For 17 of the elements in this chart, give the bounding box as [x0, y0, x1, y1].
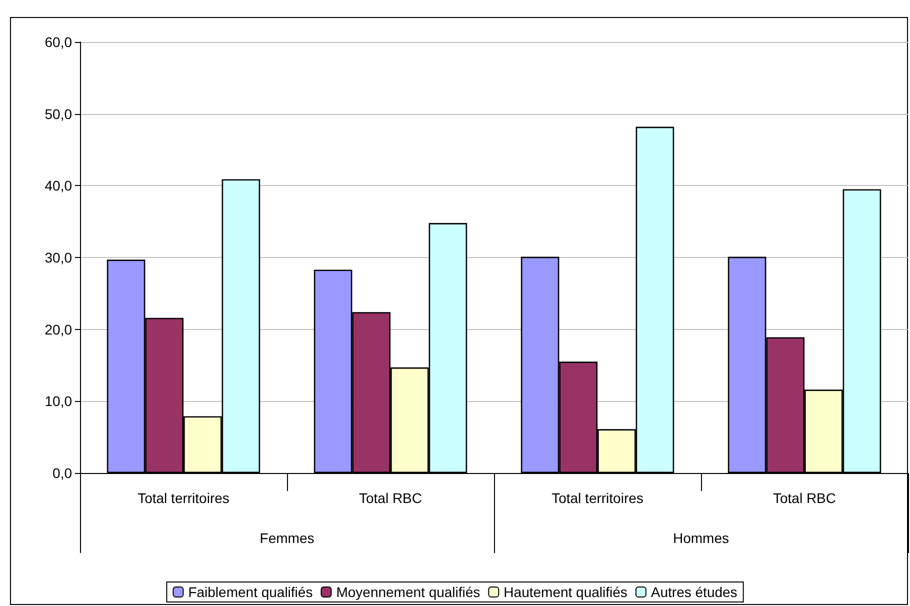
- text: Hommes: [672, 530, 730, 546]
- x-tick-label: Total territoires: [138, 490, 230, 506]
- legend-label: Autres études: [650, 584, 738, 600]
- legend-label: Faiblement qualifiés: [188, 584, 313, 600]
- x-tick-label: Total RBC: [358, 490, 422, 506]
- legend-label: Moyennement qualifiés: [336, 584, 480, 600]
- y-tick-label: 0,0: [52, 465, 72, 481]
- y-tick-label: 20,0: [44, 321, 72, 338]
- x-tick-label: Total RBC: [772, 490, 836, 506]
- text: Femmes: [260, 530, 314, 546]
- x-tick-label: Total territoires: [552, 490, 644, 506]
- y-tick-label: 40,0: [44, 178, 72, 194]
- legend-label: Hautement qualifiés: [504, 584, 628, 600]
- y-tick-label: 30,0: [44, 250, 72, 266]
- y-tick-label: 50,0: [44, 106, 72, 122]
- y-tick-label: 60,0: [44, 34, 72, 50]
- y-tick-label: 10,0: [44, 393, 72, 410]
